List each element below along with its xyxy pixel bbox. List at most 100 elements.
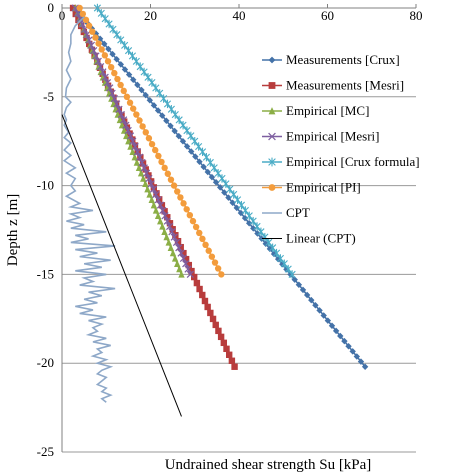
data-point-diamond [295, 281, 303, 288]
data-point-x [136, 153, 144, 161]
data-point-star [136, 62, 144, 71]
data-point-circle [152, 146, 159, 154]
data-point-circle [79, 10, 87, 18]
data-point-triangle [178, 270, 185, 278]
data-point-triangle [131, 153, 138, 161]
data-point-diamond [225, 194, 232, 201]
data-point-square [220, 339, 228, 347]
legend-label: Measurements [Crux] [286, 52, 400, 67]
data-point-triangle [123, 132, 130, 140]
data-point-circle [218, 271, 225, 278]
data-point-diamond [349, 348, 356, 355]
data-point-square [215, 327, 222, 335]
data-point-star [210, 163, 218, 173]
data-point-star [191, 137, 199, 146]
data-point-star [253, 222, 261, 231]
marker-stroke [122, 121, 130, 129]
marker-stroke [149, 185, 158, 193]
y-tick-label: -15 [37, 266, 54, 281]
data-point-star [198, 147, 207, 157]
data-point-circle [145, 135, 153, 142]
data-point-star [284, 264, 292, 274]
data-point-diamond [150, 102, 158, 109]
data-point-x [124, 126, 132, 135]
data-point-star [272, 248, 281, 258]
data-point-diamond [320, 312, 327, 319]
marker-stroke [110, 94, 119, 103]
data-point-circle [98, 46, 105, 53]
data-point-star [195, 142, 203, 151]
marker-stroke [140, 164, 148, 172]
data-point-triangle [148, 196, 155, 204]
marker-stroke [268, 132, 276, 141]
data-point-circle [101, 52, 109, 59]
data-point-circle [148, 140, 156, 148]
data-point-x [145, 174, 153, 183]
x-tick-label: 60 [321, 8, 334, 23]
data-point-circle [202, 241, 209, 248]
data-point-diamond [212, 179, 220, 186]
legend-label: Empirical [Crux formula] [286, 154, 420, 169]
data-point-circle [177, 194, 184, 201]
data-point-circle [174, 188, 181, 195]
marker-stroke [87, 41, 96, 49]
data-point-triangle [137, 169, 145, 177]
data-point-square [223, 345, 230, 353]
data-point-diamond [262, 240, 269, 247]
data-point-x [133, 148, 142, 156]
data-point-circle [196, 229, 203, 237]
data-point-star [237, 200, 246, 210]
data-point-star [160, 94, 168, 103]
data-point-x [170, 233, 178, 241]
legend-entry: Empirical [PI] [262, 180, 361, 195]
data-point-diamond [167, 122, 174, 130]
data-point-diamond [188, 148, 195, 155]
x-axis-title: Undrained shear strength Su [kPa] [165, 457, 372, 473]
data-point-x [175, 244, 183, 252]
data-point-x [92, 52, 100, 60]
marker-stroke [152, 190, 160, 199]
legend-entry: Empirical [MC] [262, 103, 369, 118]
legend-entry: Empirical [Mesri] [262, 129, 380, 144]
data-point-star [124, 46, 133, 55]
data-point-x [140, 164, 148, 172]
marker-stroke [85, 36, 93, 44]
series-line [62, 16, 116, 403]
data-point-diamond [357, 358, 365, 365]
marker-stroke [182, 260, 190, 268]
legend-label: Empirical [MC] [286, 103, 369, 118]
series-empirical-pi [76, 4, 225, 278]
data-point-diamond [192, 153, 199, 160]
data-point-circle [117, 81, 124, 89]
legend-entry: Measurements [Mesri] [262, 78, 404, 93]
data-point-diamond [175, 132, 182, 140]
data-point-diamond [200, 163, 207, 171]
data-point-circle [155, 152, 162, 160]
series-cpt [62, 16, 116, 403]
data-point-diamond [101, 40, 108, 48]
data-point-square [150, 184, 158, 191]
data-point-circle [123, 93, 131, 101]
data-point-triangle [127, 142, 134, 150]
data-point-star [117, 35, 125, 45]
series-empirical-mc [72, 4, 185, 278]
marker-stroke [179, 254, 188, 263]
marker-stroke [90, 46, 98, 55]
data-point-star [167, 105, 175, 114]
data-point-star [249, 216, 257, 226]
legend-entry: Empirical [Crux formula] [262, 154, 420, 169]
data-point-square [188, 267, 195, 275]
data-point-triangle [268, 107, 276, 115]
marker-stroke [177, 249, 185, 257]
legend-entry: Measurements [Crux] [262, 52, 400, 67]
data-point-diamond [216, 184, 224, 191]
data-point-x [138, 158, 146, 167]
data-point-x [177, 249, 185, 257]
data-point-star [206, 158, 214, 167]
data-point-circle [189, 217, 197, 225]
series-line [78, 7, 223, 275]
marker-stroke [145, 174, 153, 183]
data-point-star [163, 99, 172, 109]
data-point-diamond [105, 45, 112, 53]
x-tick-label: 40 [233, 8, 246, 23]
